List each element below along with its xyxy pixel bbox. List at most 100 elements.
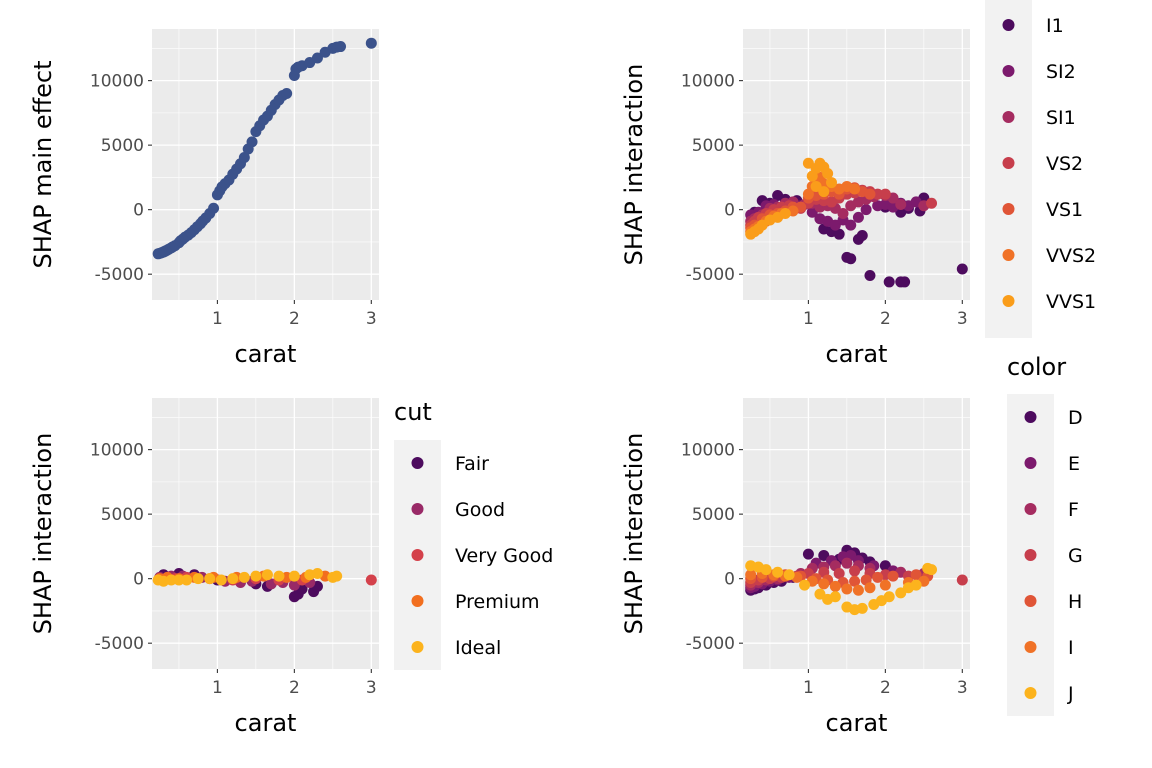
- y-tick-label: 5000: [101, 136, 144, 156]
- x-tick-label: 2: [880, 309, 891, 329]
- data-point: [856, 229, 868, 241]
- data-point: [825, 177, 837, 189]
- data-point: [829, 591, 841, 603]
- data-point: [331, 570, 343, 582]
- y-tick-label: 5000: [692, 136, 735, 156]
- y-axis-title: SHAP main effect: [29, 60, 57, 268]
- data-point: [288, 570, 300, 582]
- y-axis-title: SHAP interaction: [620, 433, 648, 635]
- data-point: [872, 571, 884, 583]
- legend-label: Fair: [455, 453, 489, 475]
- legend-label: Good: [455, 499, 505, 521]
- legend-key: [1024, 411, 1037, 423]
- legend-label: Premium: [455, 591, 540, 613]
- data-point: [899, 276, 911, 288]
- data-point: [246, 136, 258, 148]
- legend-title: cut: [394, 398, 432, 426]
- data-point: [841, 557, 853, 569]
- data-point: [818, 186, 830, 198]
- data-point: [883, 276, 895, 288]
- data-point: [281, 88, 293, 100]
- data-point: [756, 219, 768, 231]
- legend-label: I: [1068, 637, 1074, 659]
- y-tick-label: 0: [724, 201, 735, 221]
- x-axis-title: carat: [826, 709, 888, 737]
- data-point: [311, 568, 323, 580]
- data-point: [879, 579, 891, 591]
- x-axis-title: carat: [235, 340, 297, 368]
- legend-key: [1024, 687, 1037, 699]
- data-point: [806, 206, 818, 218]
- data-point: [856, 602, 868, 614]
- y-tick-label: 10000: [681, 441, 735, 461]
- data-point: [192, 573, 204, 585]
- data-point: [849, 565, 861, 577]
- y-tick-label: 0: [133, 201, 144, 221]
- data-point: [818, 578, 830, 590]
- legend-label: Very Good: [455, 545, 553, 567]
- data-point: [181, 574, 193, 586]
- y-tick-label: 10000: [681, 72, 735, 92]
- data-point: [895, 587, 907, 599]
- legend-key: [411, 595, 424, 607]
- data-point: [849, 575, 861, 587]
- y-tick-label: 0: [724, 570, 735, 590]
- legend-key: [411, 457, 424, 469]
- data-point: [165, 574, 177, 586]
- legend-key: [1024, 549, 1037, 561]
- legend-key: [1002, 249, 1015, 261]
- data-point: [173, 574, 185, 586]
- panel-3: 1 2 3 -5000 0 5000 10000 carat SHAP interaction c…: [29, 398, 553, 737]
- data-point: [956, 263, 968, 275]
- y-tick-label: -5000: [95, 634, 144, 654]
- panel-1: 1 2 3 -5000 0 5000 10000 carat SHAP main effect: [29, 29, 379, 368]
- legend-title: color: [1007, 353, 1066, 381]
- data-point: [810, 180, 822, 192]
- data-point: [215, 574, 227, 586]
- data-point: [760, 564, 772, 576]
- x-tick-label: 2: [880, 678, 891, 698]
- y-axis-title: SHAP interaction: [29, 433, 57, 635]
- panel-background: [743, 398, 970, 669]
- data-point: [818, 549, 830, 561]
- x-axis-title: carat: [826, 340, 888, 368]
- data-point: [822, 168, 834, 180]
- data-point: [833, 568, 845, 580]
- data-point: [895, 199, 907, 211]
- data-point: [799, 579, 811, 591]
- legend-label: F: [1068, 499, 1079, 521]
- legend-key: [1002, 157, 1015, 169]
- data-point: [802, 157, 814, 169]
- legend-key: [1002, 65, 1015, 77]
- data-point: [849, 183, 861, 195]
- y-tick-label: 0: [133, 570, 144, 590]
- data-point: [841, 583, 853, 595]
- x-tick-label: 1: [212, 678, 223, 698]
- panel-background: [152, 398, 379, 669]
- panel-background: [152, 29, 379, 300]
- y-tick-label: -5000: [95, 265, 144, 285]
- panel-4: 1 2 3 -5000 0 5000 10000 carat SHAP interaction c…: [620, 353, 1083, 737]
- x-tick-label: 3: [957, 678, 968, 698]
- legend-label: D: [1068, 407, 1083, 429]
- data-point: [227, 573, 239, 585]
- data-point: [864, 582, 876, 594]
- data-point: [860, 204, 872, 216]
- data-point: [779, 208, 791, 220]
- legend-key: [1002, 111, 1015, 123]
- legend-key: [1002, 203, 1015, 215]
- panel-background: [743, 29, 970, 300]
- data-point: [922, 562, 934, 574]
- data-point: [833, 228, 845, 240]
- legend-label: G: [1068, 545, 1083, 567]
- legend-label: Ideal: [455, 637, 501, 659]
- legend-key: [1024, 641, 1037, 653]
- data-point: [311, 52, 323, 64]
- data-point: [238, 571, 250, 583]
- legend-key: [1024, 595, 1037, 607]
- data-point: [879, 560, 891, 572]
- x-tick-label: 1: [212, 309, 223, 329]
- legend-label: VS2: [1046, 153, 1083, 175]
- x-tick-label: 3: [366, 309, 377, 329]
- legend-label: VVS1: [1046, 291, 1096, 313]
